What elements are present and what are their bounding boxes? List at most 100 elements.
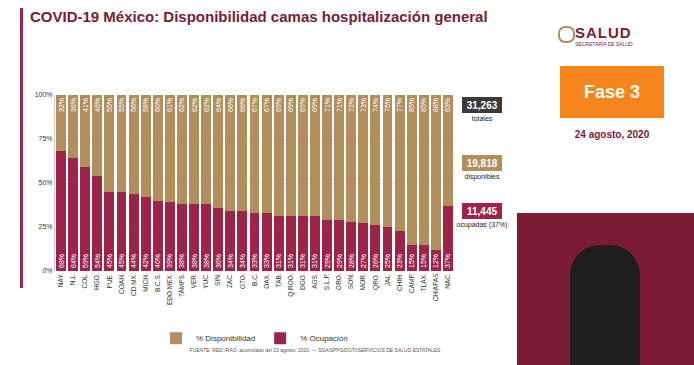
svg-text:23%: 23% — [396, 254, 403, 268]
svg-text:75%: 75% — [384, 98, 391, 112]
svg-text:63%: 63% — [444, 98, 451, 112]
svg-text:0%: 0% — [42, 267, 52, 274]
svg-text:67%: 67% — [251, 98, 258, 112]
svg-text:62%: 62% — [203, 98, 210, 112]
svg-text:VER.: VER. — [190, 273, 197, 288]
svg-text:25%: 25% — [39, 223, 53, 230]
svg-text:62%: 62% — [178, 98, 185, 112]
svg-text:64%: 64% — [70, 254, 77, 268]
svg-text:GTO.: GTO. — [239, 273, 246, 289]
svg-text:31%: 31% — [299, 254, 306, 268]
svg-text:33%: 33% — [251, 254, 258, 268]
svg-text:TAMPS.: TAMPS. — [178, 273, 185, 297]
svg-text:50%: 50% — [39, 179, 53, 186]
svg-text:ZAC.: ZAC. — [226, 273, 233, 288]
svg-text:66%: 66% — [239, 98, 246, 112]
svg-text:44%: 44% — [130, 254, 137, 268]
svg-text:54%: 54% — [94, 254, 101, 268]
svg-text:N.L.: N.L. — [69, 273, 76, 285]
svg-text:71%: 71% — [324, 98, 331, 112]
svg-text:36%: 36% — [215, 254, 222, 268]
svg-text:26%: 26% — [372, 254, 379, 268]
svg-text:MICH.: MICH. — [142, 273, 149, 292]
svg-text:38%: 38% — [191, 254, 198, 268]
svg-text:YUC.: YUC. — [202, 273, 209, 289]
svg-text:CHIAPAS: CHIAPAS — [432, 273, 439, 302]
svg-text:85%: 85% — [420, 98, 427, 112]
svg-text:CAMP.: CAMP. — [408, 273, 415, 293]
svg-text:OAX.: OAX. — [263, 273, 270, 289]
svg-text:15%: 15% — [408, 254, 415, 268]
svg-text:HGO.: HGO. — [93, 273, 100, 290]
svg-text:JAL.: JAL. — [384, 273, 391, 286]
svg-text:56%: 56% — [130, 98, 137, 112]
svg-text:Q.ROO.: Q.ROO. — [287, 273, 295, 297]
svg-text:77%: 77% — [396, 98, 403, 112]
svg-text:40%: 40% — [154, 254, 161, 268]
svg-text:37%: 37% — [444, 254, 451, 268]
svg-text:55%: 55% — [106, 98, 113, 112]
svg-text:CD.MX.: CD.MX. — [130, 273, 137, 296]
svg-text:28%: 28% — [348, 254, 355, 268]
svg-text:CHIH.: CHIH. — [396, 273, 403, 291]
svg-text:66%: 66% — [227, 98, 234, 112]
svg-text:MOR.: MOR. — [359, 273, 366, 290]
svg-text:32%: 32% — [58, 98, 65, 112]
svg-text:31%: 31% — [275, 254, 282, 268]
svg-text:31%: 31% — [287, 254, 294, 268]
svg-text:67%: 67% — [263, 98, 270, 112]
svg-text:45%: 45% — [106, 254, 113, 268]
svg-text:COL.: COL. — [81, 273, 88, 288]
svg-text:DGO.: DGO. — [299, 273, 306, 290]
svg-text:62%: 62% — [191, 98, 198, 112]
svg-text:B.C.: B.C. — [251, 273, 258, 286]
svg-text:33%: 33% — [263, 254, 270, 268]
svg-text:NAC.: NAC. — [444, 273, 451, 289]
svg-text:AGS.: AGS. — [311, 273, 318, 289]
svg-text:29%: 29% — [324, 254, 331, 268]
svg-text:QRO.: QRO. — [372, 273, 380, 290]
svg-text:59%: 59% — [82, 254, 89, 268]
svg-text:36%: 36% — [70, 98, 77, 112]
svg-text:B.C.S.: B.C.S. — [154, 273, 161, 292]
svg-text:71%: 71% — [336, 98, 343, 112]
svg-text:31%: 31% — [311, 254, 318, 268]
svg-text:100%: 100% — [35, 91, 53, 98]
svg-text:SON.: SON. — [347, 273, 354, 289]
svg-text:34%: 34% — [227, 254, 234, 268]
svg-text:85%: 85% — [408, 98, 415, 112]
svg-text:42%: 42% — [142, 254, 149, 268]
svg-text:27%: 27% — [360, 254, 367, 268]
svg-text:TAB.: TAB. — [275, 273, 282, 287]
svg-text:39%: 39% — [166, 254, 173, 268]
svg-text:38%: 38% — [178, 254, 185, 268]
svg-text:73%: 73% — [360, 98, 367, 112]
svg-text:SIN.: SIN. — [214, 273, 221, 286]
svg-text:15%: 15% — [420, 254, 427, 268]
svg-text:69%: 69% — [311, 98, 318, 112]
svg-text:25%: 25% — [384, 254, 391, 268]
svg-text:74%: 74% — [372, 98, 379, 112]
svg-text:46%: 46% — [94, 98, 101, 112]
svg-text:% Ocupación: % Ocupación — [300, 334, 348, 343]
svg-text:12%: 12% — [432, 254, 439, 268]
svg-text:64%: 64% — [215, 98, 222, 112]
svg-text:41%: 41% — [82, 98, 89, 112]
svg-text:PUE.: PUE. — [106, 273, 113, 288]
svg-text:GRO.: GRO. — [335, 273, 342, 290]
svg-text:72%: 72% — [348, 98, 355, 112]
svg-text:S.L.P.: S.L.P. — [323, 273, 330, 290]
svg-text:% Disponibilidad: % Disponibilidad — [196, 334, 255, 343]
svg-text:29%: 29% — [336, 254, 343, 268]
svg-text:38%: 38% — [203, 254, 210, 268]
svg-text:69%: 69% — [287, 98, 294, 112]
svg-text:COAH.: COAH. — [118, 273, 125, 294]
svg-text:EDO.MEX.: EDO.MEX. — [166, 273, 173, 305]
svg-text:NAY.: NAY. — [57, 273, 64, 287]
svg-text:TLAX.: TLAX. — [420, 273, 427, 291]
svg-text:69%: 69% — [299, 98, 306, 112]
svg-text:61%: 61% — [166, 98, 173, 112]
svg-text:68%: 68% — [58, 254, 65, 268]
svg-text:45%: 45% — [118, 254, 125, 268]
svg-text:58%: 58% — [142, 98, 149, 112]
